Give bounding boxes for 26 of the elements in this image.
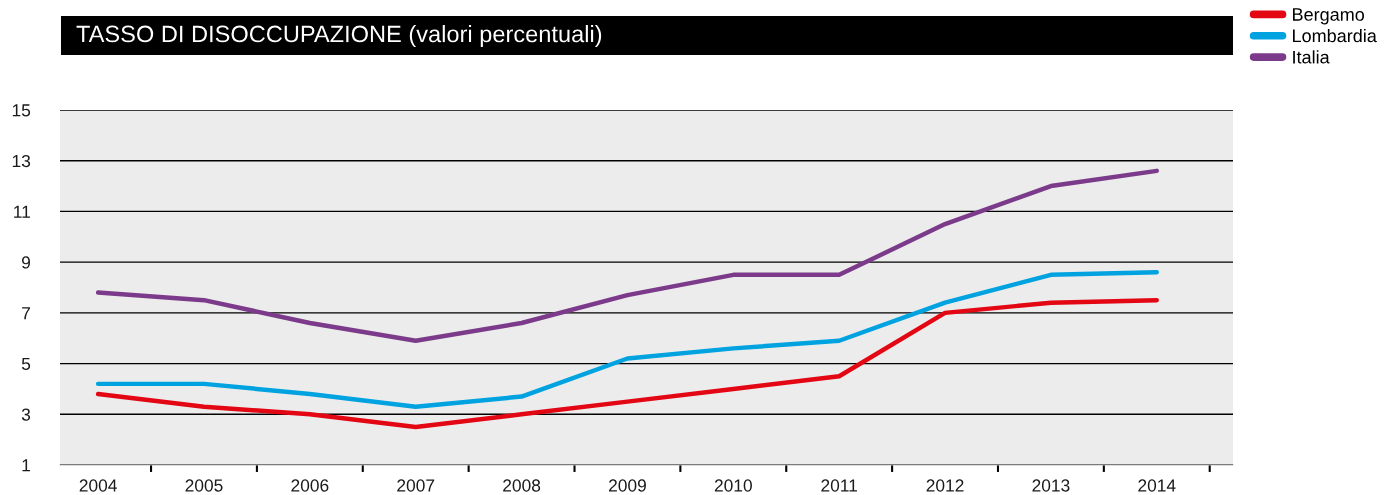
y-tick-label: 13 <box>12 154 31 168</box>
x-tick-label: 2011 <box>821 479 857 492</box>
legend-label: Italia <box>1293 50 1330 64</box>
y-tick-label: 3 <box>21 408 31 421</box>
x-tick-label: 2005 <box>185 479 223 492</box>
x-tick-label: 2010 <box>714 479 752 492</box>
y-tick-label: 15 <box>12 104 31 117</box>
y-tick-label: 9 <box>21 256 31 269</box>
x-tick-label: 2007 <box>397 479 435 492</box>
x-tick-label: 2006 <box>291 479 329 492</box>
line-series <box>95 297 1159 430</box>
line-series <box>95 270 1159 409</box>
x-tick-label: 2004 <box>79 479 117 492</box>
y-tick-label: 7 <box>22 307 30 320</box>
x-tick-label: 2008 <box>503 479 541 492</box>
chart-title: TASSO DI DISOCCUPAZIONE (valori percentuali) <box>76 25 602 48</box>
legend-label: Bergamo <box>1293 8 1365 25</box>
x-tick-label: 2014 <box>1138 479 1176 492</box>
x-tick-label: 2012 <box>926 479 964 492</box>
y-tick-label: 5 <box>21 357 31 371</box>
y-tick-label: 11 <box>14 205 30 218</box>
y-tick-label: 1 <box>22 459 30 472</box>
line-series <box>95 168 1159 343</box>
x-tick-label: 2009 <box>609 479 646 492</box>
legend-label: Lombardia <box>1293 28 1377 43</box>
x-tick-label: 2013 <box>1032 479 1070 492</box>
